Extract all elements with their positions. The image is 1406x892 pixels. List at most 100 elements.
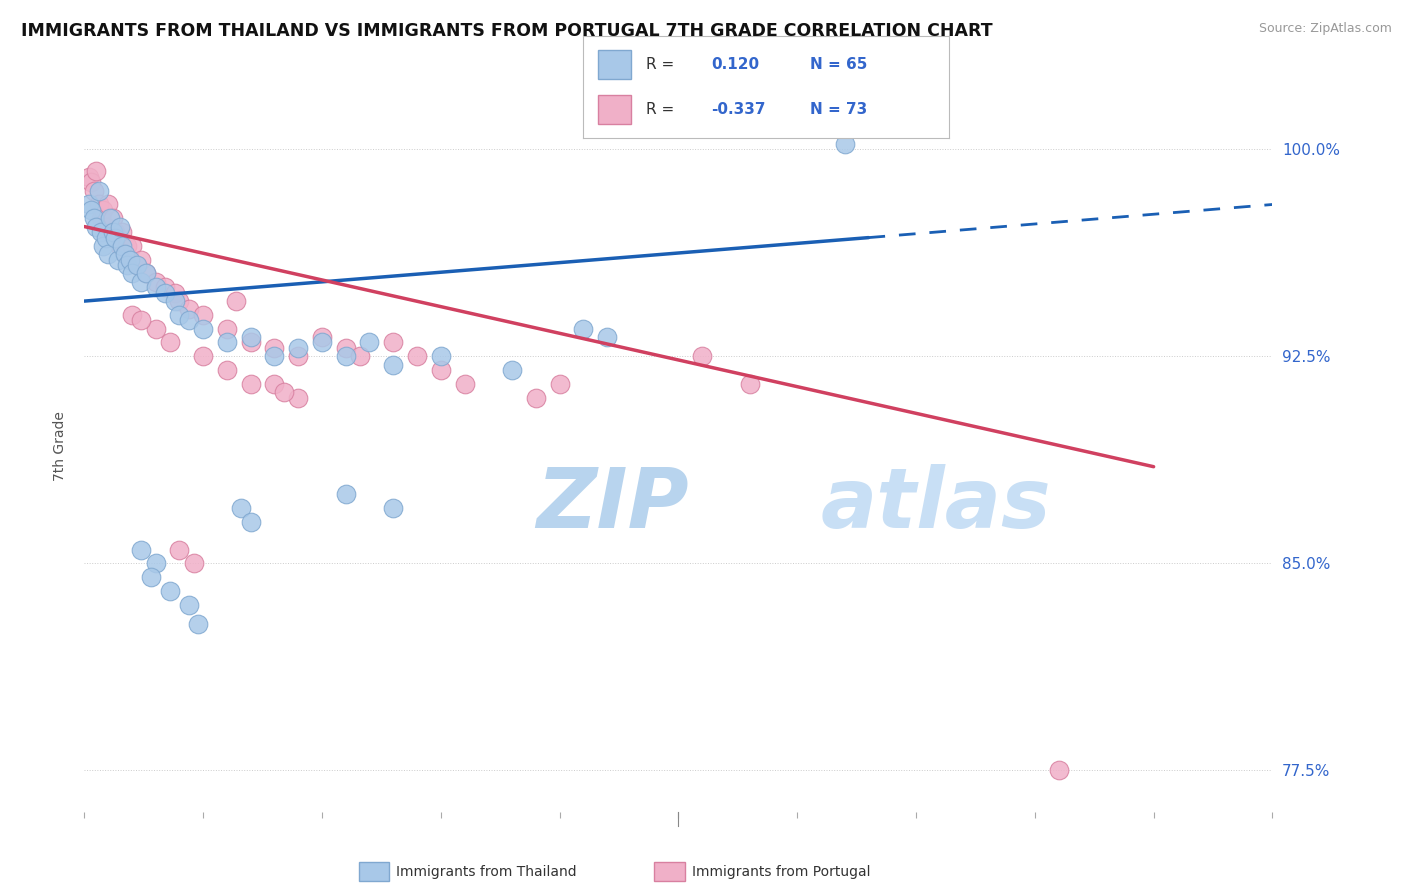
Point [239, 330, 262, 344]
Point [406, 349, 429, 363]
Point [77, 197, 100, 211]
Point [97, 197, 120, 211]
Point [453, 376, 475, 391]
Text: N = 73: N = 73 [810, 102, 868, 117]
Point [187, 617, 209, 632]
Bar [598, 50, 631, 78]
Point [163, 294, 186, 309]
Text: ZIP: ZIP [536, 464, 689, 545]
Point [121, 267, 143, 281]
Point [90, 225, 112, 239]
Point [239, 515, 262, 529]
Point [87, 197, 110, 211]
Point [94, 219, 117, 234]
Point [84, 164, 107, 178]
Point [104, 225, 127, 239]
Point [83, 184, 105, 198]
Point [108, 219, 131, 234]
Point [114, 247, 136, 261]
Point [153, 285, 176, 300]
Point [145, 321, 167, 335]
Point [93, 239, 115, 253]
Text: -0.337: -0.337 [711, 102, 766, 117]
Point [80, 202, 103, 217]
Point [311, 330, 333, 344]
Point [239, 335, 262, 350]
Point [263, 376, 285, 391]
Point [311, 335, 333, 350]
Point [183, 557, 205, 571]
Point [263, 349, 285, 363]
Point [382, 358, 405, 372]
Point [169, 294, 191, 309]
Point [596, 330, 619, 344]
Text: Immigrants from Portugal: Immigrants from Portugal [692, 865, 870, 880]
Point [524, 391, 547, 405]
Point [335, 341, 357, 355]
Point [145, 557, 167, 571]
Point [104, 230, 127, 244]
Point [121, 239, 143, 253]
Text: N = 65: N = 65 [810, 57, 868, 72]
Point [231, 501, 253, 516]
Point [84, 219, 107, 234]
Point [177, 313, 200, 327]
Point [114, 247, 136, 261]
Point [121, 308, 143, 322]
Point [287, 341, 309, 355]
Point [125, 258, 148, 272]
Point [1047, 764, 1070, 778]
Text: IMMIGRANTS FROM THAILAND VS IMMIGRANTS FROM PORTUGAL 7TH GRADE CORRELATION CHART: IMMIGRANTS FROM THAILAND VS IMMIGRANTS F… [21, 22, 993, 40]
Point [107, 230, 129, 244]
Text: 0.120: 0.120 [711, 57, 759, 72]
Point [169, 308, 191, 322]
Text: R =: R = [645, 57, 673, 72]
Text: Source: ZipAtlas.com: Source: ZipAtlas.com [1258, 22, 1392, 36]
Point [215, 335, 238, 350]
Point [834, 136, 856, 151]
Point [115, 258, 138, 272]
Point [131, 542, 153, 557]
Point [83, 211, 105, 226]
Point [177, 598, 200, 612]
Text: Immigrants from Thailand: Immigrants from Thailand [396, 865, 576, 880]
Point [263, 341, 285, 355]
Point [131, 313, 153, 327]
Point [163, 285, 186, 300]
Point [335, 487, 357, 501]
Point [139, 570, 162, 584]
Point [349, 349, 371, 363]
Point [118, 252, 141, 267]
Point [100, 211, 122, 226]
Point [145, 275, 167, 289]
Point [548, 376, 571, 391]
Point [93, 202, 115, 217]
Point [287, 391, 309, 405]
Point [101, 225, 124, 239]
Point [191, 308, 215, 322]
Point [382, 335, 405, 350]
Point [572, 321, 595, 335]
Point [111, 225, 134, 239]
Point [115, 239, 138, 253]
Point [430, 349, 453, 363]
Y-axis label: 7th Grade: 7th Grade [53, 411, 67, 481]
Point [87, 184, 110, 198]
Point [239, 376, 262, 391]
Point [153, 280, 176, 294]
Point [191, 349, 215, 363]
Point [97, 247, 120, 261]
Point [273, 385, 295, 400]
Point [94, 230, 117, 244]
Point [135, 267, 157, 281]
Text: R =: R = [645, 102, 673, 117]
Point [131, 252, 153, 267]
Point [125, 258, 148, 272]
Point [287, 349, 309, 363]
Point [177, 302, 200, 317]
Point [159, 335, 181, 350]
Point [359, 335, 381, 350]
Point [215, 363, 238, 377]
Point [159, 583, 181, 598]
Bar [598, 95, 631, 124]
